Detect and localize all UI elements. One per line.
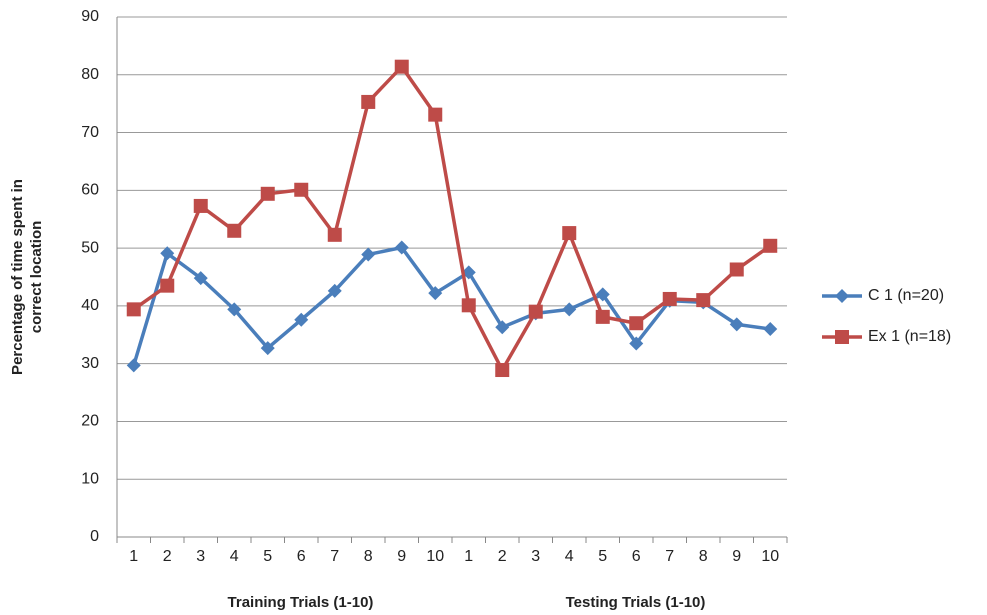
point xyxy=(696,293,711,308)
x-tick-label: 2 xyxy=(163,548,172,565)
x-tick-label: 1 xyxy=(129,548,138,565)
series-line xyxy=(132,64,772,372)
x-tick-label: 7 xyxy=(665,548,674,565)
y-tick-label: 0 xyxy=(90,528,99,545)
point xyxy=(729,262,744,277)
y-tick-label: 10 xyxy=(81,470,99,487)
x-tick-label: 4 xyxy=(565,548,574,565)
series-line xyxy=(132,245,771,366)
point xyxy=(528,304,543,319)
y-axis-title-line: Percentage of time spent in xyxy=(9,179,26,375)
y-axis-title: Percentage of time spent in correct loca… xyxy=(9,179,45,375)
x-tick-label: 8 xyxy=(699,548,708,565)
x-tick-label: 4 xyxy=(230,548,239,565)
point xyxy=(260,341,275,356)
legend-label: C 1 (n=20) xyxy=(868,287,944,304)
x-tick-label: 2 xyxy=(498,548,507,565)
point xyxy=(160,246,175,261)
legend-label: Ex 1 (n=18) xyxy=(868,328,951,345)
point xyxy=(260,186,275,201)
point xyxy=(126,302,141,317)
point xyxy=(595,309,610,324)
x-tick-label: 3 xyxy=(531,548,540,565)
point xyxy=(595,287,610,302)
point xyxy=(294,182,309,197)
y-axis-title-line: correct location xyxy=(28,221,45,334)
x-tick-label: 5 xyxy=(263,548,272,565)
y-tick-label: 30 xyxy=(81,355,99,372)
point xyxy=(428,107,443,122)
point xyxy=(729,317,744,332)
point xyxy=(662,291,677,306)
point xyxy=(294,312,309,327)
point xyxy=(394,240,409,255)
x-group-label: Training Trials (1-10) xyxy=(228,594,374,611)
point xyxy=(193,271,208,286)
point xyxy=(495,320,510,335)
point xyxy=(428,286,443,301)
x-tick-label: 10 xyxy=(426,548,444,565)
point xyxy=(227,223,242,238)
point xyxy=(629,316,644,331)
y-tick-label: 20 xyxy=(81,413,99,430)
x-tick-label: 9 xyxy=(732,548,741,565)
point xyxy=(327,283,342,298)
x-tick-label: 6 xyxy=(297,548,306,565)
point xyxy=(763,322,778,336)
point xyxy=(835,330,849,344)
point xyxy=(327,227,342,242)
point xyxy=(394,59,409,74)
x-tick-label: 5 xyxy=(598,548,607,565)
point xyxy=(835,289,849,303)
point xyxy=(227,302,242,317)
x-group-label: Testing Trials (1-10) xyxy=(566,594,706,611)
point xyxy=(461,298,476,313)
point xyxy=(160,278,175,293)
point xyxy=(495,363,510,378)
x-tick-label: 8 xyxy=(364,548,373,565)
y-tick-label: 50 xyxy=(81,239,99,256)
point xyxy=(562,226,577,241)
y-tick-label: 90 xyxy=(81,8,99,25)
point xyxy=(361,94,376,109)
point xyxy=(361,247,376,262)
x-tick-label: 7 xyxy=(330,548,339,565)
x-tick-label: 10 xyxy=(761,548,779,565)
point xyxy=(193,198,208,213)
point xyxy=(126,358,141,373)
point xyxy=(562,302,577,317)
x-tick-label: 9 xyxy=(397,548,406,565)
y-tick-label: 40 xyxy=(81,297,99,314)
x-tick-label: 1 xyxy=(464,548,473,565)
y-tick-label: 70 xyxy=(81,124,99,141)
y-tick-label: 80 xyxy=(81,66,99,83)
y-tick-label: 60 xyxy=(81,182,99,199)
x-tick-label: 6 xyxy=(632,548,641,565)
x-tick-label: 3 xyxy=(196,548,205,565)
point xyxy=(763,238,778,253)
point xyxy=(629,336,644,351)
